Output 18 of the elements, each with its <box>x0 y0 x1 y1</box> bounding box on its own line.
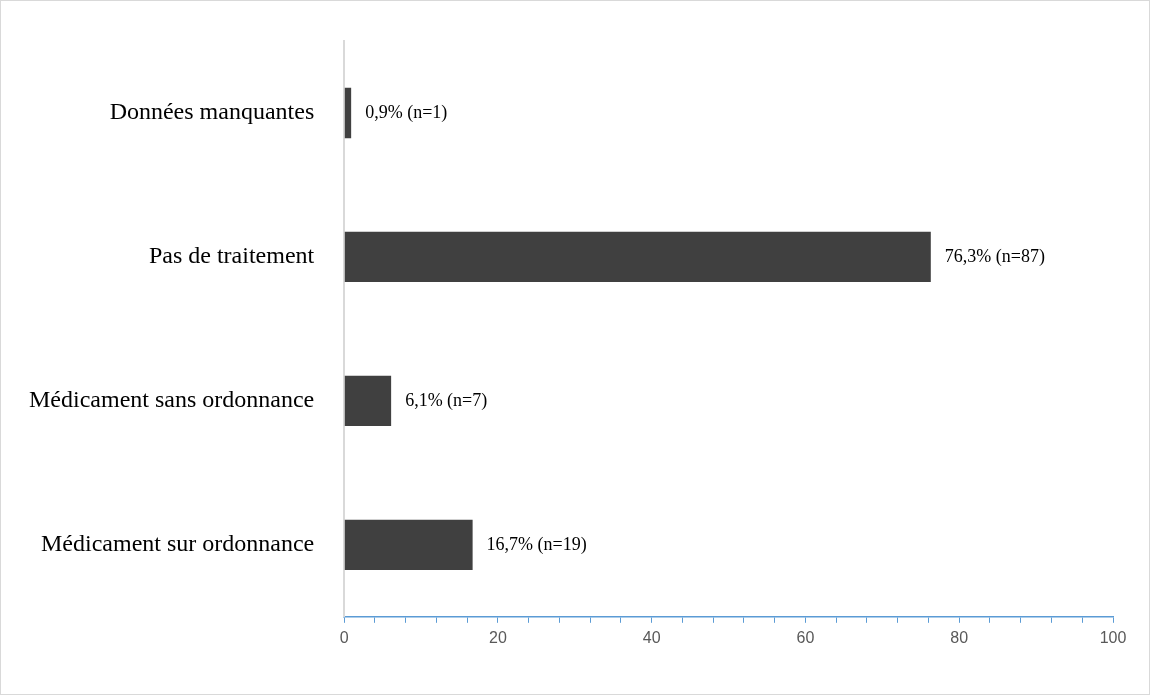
y-tick-label: Médicament sans ordonnance <box>29 386 315 413</box>
bar <box>344 375 392 427</box>
y-tick-label: Données manquantes <box>109 98 315 125</box>
bar <box>344 87 352 139</box>
data-label: 16,7% (n=19) <box>486 533 587 555</box>
x-tick-label: 60 <box>796 628 815 646</box>
bar <box>344 519 473 571</box>
x-tick-label: 100 <box>1099 628 1127 646</box>
x-tick-label: 20 <box>489 628 507 646</box>
data-label: 76,3% (n=87) <box>944 245 1045 267</box>
bar <box>344 231 931 283</box>
x-tick-label: 0 <box>339 628 349 646</box>
data-label: 0,9% (n=1) <box>365 101 448 123</box>
x-tick-label: 80 <box>950 628 969 646</box>
y-tick-label: Médicament sur ordonnance <box>41 530 315 557</box>
data-label: 6,1% (n=7) <box>405 389 488 411</box>
y-tick-label: Pas de traitement <box>148 242 315 269</box>
x-tick-label: 40 <box>642 628 661 646</box>
